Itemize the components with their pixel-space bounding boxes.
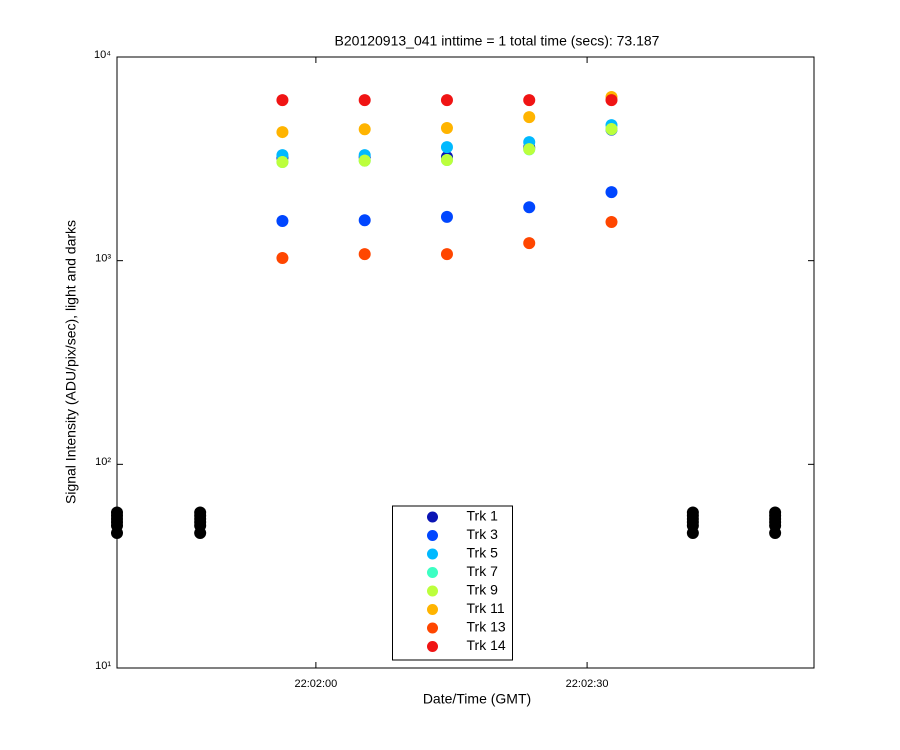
data-point bbox=[440, 122, 453, 135]
x-axis-label: Date/Time (GMT) bbox=[423, 691, 531, 707]
legend-label: Trk 14 bbox=[467, 637, 506, 653]
dark-point bbox=[111, 527, 123, 540]
dark-point bbox=[194, 527, 207, 540]
chart-title: B20120913_041 inttime = 1 total time (se… bbox=[335, 33, 660, 49]
data-point bbox=[523, 143, 536, 156]
legend-label: Trk 13 bbox=[467, 619, 506, 635]
x-tick-label: 22:02:30 bbox=[566, 678, 609, 690]
data-point bbox=[358, 214, 371, 227]
data-point bbox=[440, 210, 453, 223]
legend-marker bbox=[427, 622, 438, 634]
data-point bbox=[276, 94, 289, 107]
y-axis-label: Signal Intensity (ADU/pix/sec), light an… bbox=[63, 220, 79, 504]
legend-marker bbox=[427, 585, 438, 597]
data-point bbox=[440, 94, 453, 107]
data-point bbox=[358, 94, 371, 107]
legend-label: Trk 9 bbox=[467, 582, 499, 598]
legend-marker bbox=[427, 641, 438, 652]
dark-point bbox=[686, 527, 699, 540]
data-point bbox=[523, 237, 536, 250]
data-point bbox=[523, 94, 536, 107]
legend-marker bbox=[427, 511, 438, 523]
data-point bbox=[605, 94, 618, 107]
legend-label: Trk 7 bbox=[467, 563, 499, 579]
data-point bbox=[440, 248, 453, 261]
legend-label: Trk 1 bbox=[467, 508, 499, 524]
data-point bbox=[440, 154, 453, 167]
data-point bbox=[605, 215, 618, 228]
data-point bbox=[605, 123, 618, 136]
y-tick-label: 10² bbox=[95, 456, 111, 468]
data-point bbox=[358, 248, 371, 261]
data-point bbox=[523, 111, 536, 124]
data-point bbox=[276, 215, 289, 228]
data-point bbox=[276, 156, 289, 169]
data-point bbox=[605, 186, 618, 199]
legend-marker bbox=[427, 604, 438, 615]
dark-point bbox=[769, 527, 782, 540]
x-tick-label: 22:02:00 bbox=[294, 678, 337, 690]
legend-marker bbox=[427, 530, 438, 541]
y-tick-label: 10⁴ bbox=[94, 49, 111, 61]
data-point bbox=[276, 126, 289, 139]
data-point bbox=[523, 201, 536, 214]
legend-label: Trk 5 bbox=[467, 545, 499, 561]
legend-label: Trk 11 bbox=[467, 600, 505, 616]
legend-marker bbox=[427, 548, 438, 560]
data-point bbox=[358, 154, 371, 167]
legend-box bbox=[392, 505, 513, 661]
data-point bbox=[276, 252, 289, 265]
y-tick-label: 10³ bbox=[95, 253, 111, 265]
data-point bbox=[440, 141, 453, 154]
legend-marker bbox=[427, 567, 438, 578]
data-point bbox=[358, 123, 371, 136]
y-tick-label: 10¹ bbox=[95, 660, 111, 672]
legend-label: Trk 3 bbox=[467, 526, 499, 542]
